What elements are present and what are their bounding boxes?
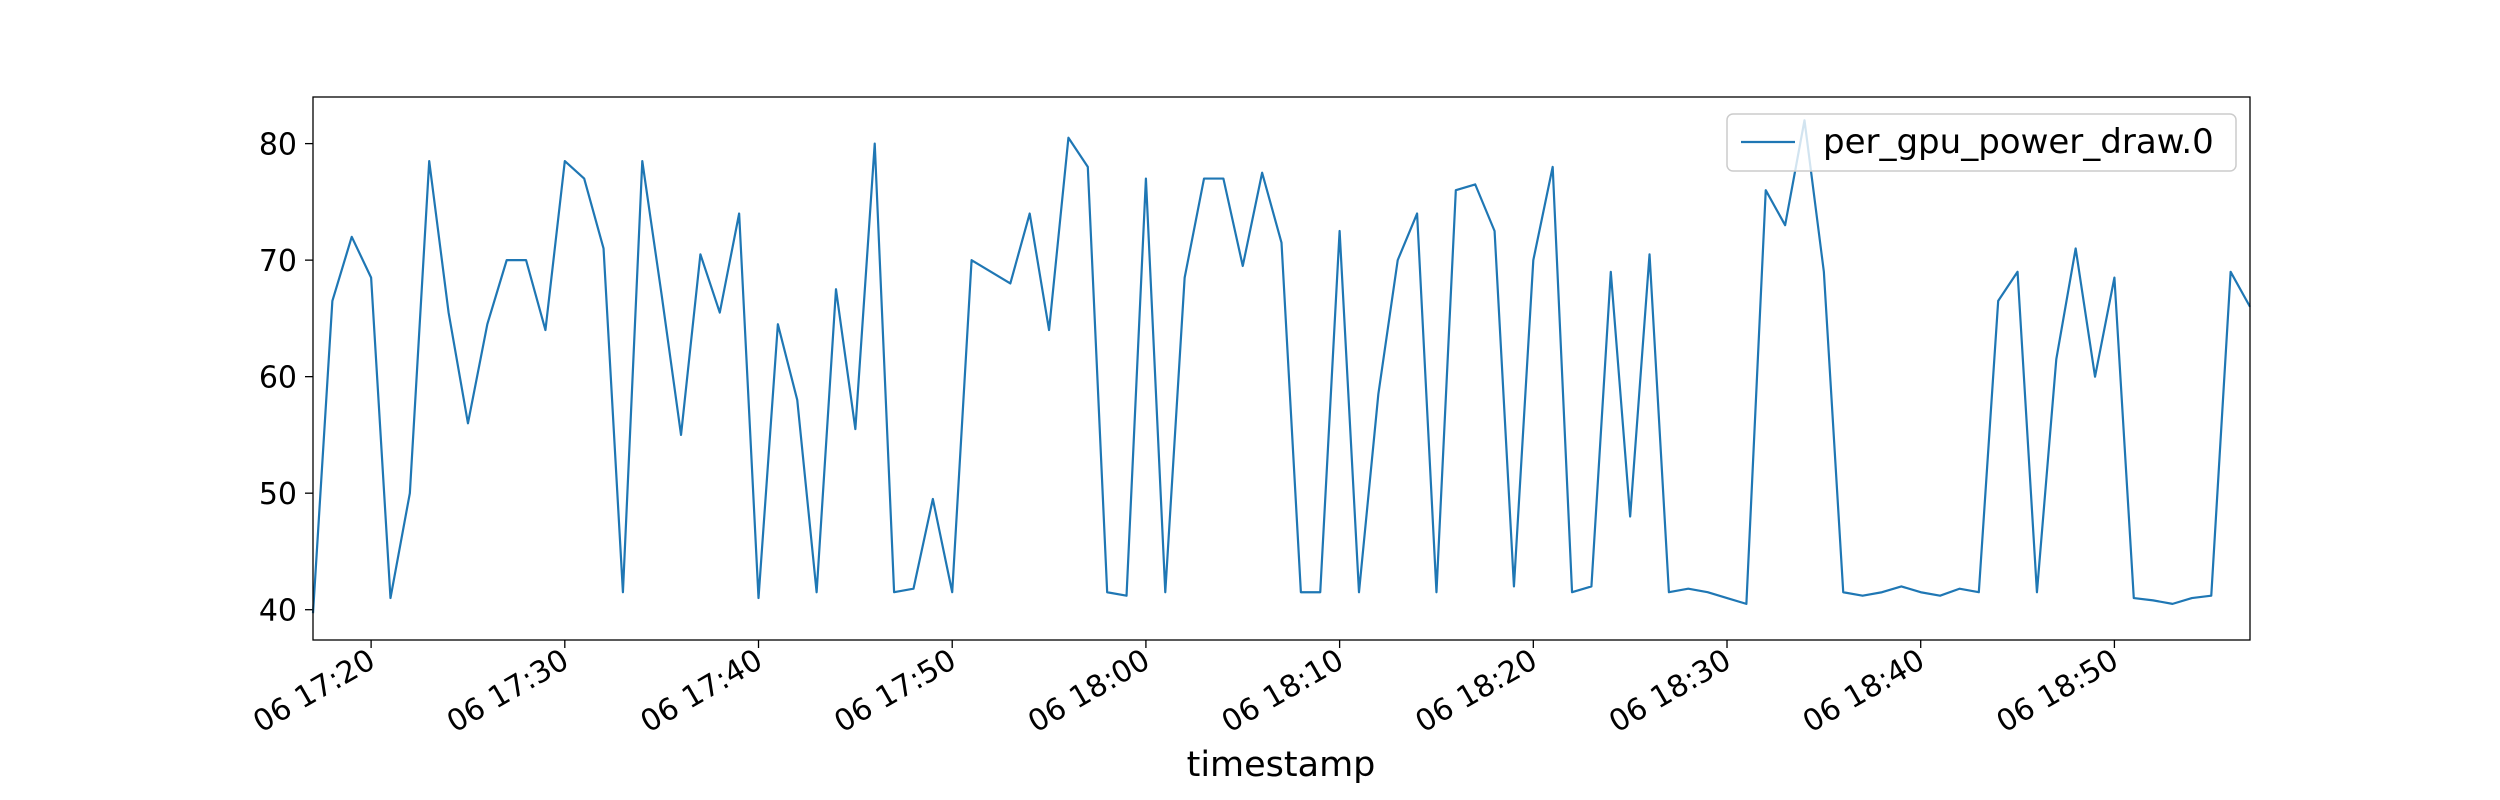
x-tick-label: 06 17:40 bbox=[635, 643, 769, 740]
x-tick-label: 06 18:00 bbox=[1022, 643, 1156, 740]
x-tick-label: 06 18:50 bbox=[1991, 643, 2125, 740]
x-axis-label: timestamp bbox=[1187, 745, 1376, 785]
x-tick-label: 06 18:30 bbox=[1603, 643, 1737, 740]
legend-label: per_gpu_power_draw.0 bbox=[1823, 122, 2214, 162]
y-tick-label: 70 bbox=[259, 244, 297, 279]
x-tick-label: 06 17:30 bbox=[441, 643, 575, 740]
data-line bbox=[311, 119, 2251, 614]
plot-frame bbox=[312, 96, 2251, 641]
y-tick-label: 40 bbox=[259, 594, 297, 629]
y-tick-label: 60 bbox=[259, 361, 297, 396]
y-tick-label: 50 bbox=[259, 477, 297, 512]
x-tick-label: 06 18:40 bbox=[1797, 643, 1931, 740]
x-tick-label: 06 18:10 bbox=[1216, 643, 1350, 740]
x-tick-label: 06 17:50 bbox=[829, 643, 963, 740]
legend-box bbox=[1726, 113, 2237, 172]
x-tick-label: 06 18:20 bbox=[1410, 643, 1544, 740]
x-tick-label: 06 17:20 bbox=[247, 643, 381, 740]
y-tick-label: 80 bbox=[259, 128, 297, 163]
legend: per_gpu_power_draw.0 bbox=[1726, 113, 2237, 172]
